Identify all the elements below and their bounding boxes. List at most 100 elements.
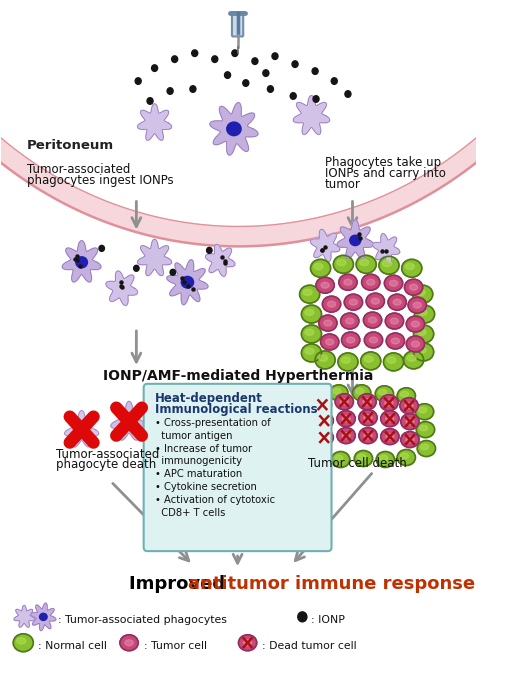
Ellipse shape xyxy=(418,309,427,316)
Ellipse shape xyxy=(315,412,333,429)
Polygon shape xyxy=(64,410,99,447)
Polygon shape xyxy=(106,271,138,306)
Ellipse shape xyxy=(413,325,434,343)
Ellipse shape xyxy=(384,353,404,371)
Ellipse shape xyxy=(335,455,343,460)
Ellipse shape xyxy=(380,455,387,460)
Ellipse shape xyxy=(76,257,87,268)
Ellipse shape xyxy=(380,395,398,411)
Ellipse shape xyxy=(342,357,350,363)
Ellipse shape xyxy=(337,411,355,427)
Ellipse shape xyxy=(320,334,339,350)
Ellipse shape xyxy=(313,397,332,412)
Ellipse shape xyxy=(305,309,314,316)
Ellipse shape xyxy=(332,452,350,468)
Ellipse shape xyxy=(407,355,416,361)
Ellipse shape xyxy=(120,635,138,651)
Ellipse shape xyxy=(400,397,418,414)
Ellipse shape xyxy=(310,260,331,277)
Ellipse shape xyxy=(360,260,369,266)
Ellipse shape xyxy=(316,277,334,293)
Ellipse shape xyxy=(419,408,427,413)
Text: tumor: tumor xyxy=(325,178,361,191)
Circle shape xyxy=(345,91,351,97)
Ellipse shape xyxy=(358,454,366,460)
Ellipse shape xyxy=(322,296,341,312)
Ellipse shape xyxy=(379,389,387,395)
Ellipse shape xyxy=(349,299,358,305)
Ellipse shape xyxy=(371,298,380,304)
Ellipse shape xyxy=(420,425,428,431)
Ellipse shape xyxy=(324,320,332,326)
Ellipse shape xyxy=(354,450,372,466)
Ellipse shape xyxy=(359,428,377,443)
Ellipse shape xyxy=(300,422,318,437)
Text: • Cytokine secretion: • Cytokine secretion xyxy=(154,483,256,492)
Circle shape xyxy=(312,68,318,74)
Ellipse shape xyxy=(318,402,327,408)
Ellipse shape xyxy=(369,337,378,343)
Polygon shape xyxy=(205,244,235,276)
Ellipse shape xyxy=(335,393,354,410)
Ellipse shape xyxy=(401,431,419,448)
Ellipse shape xyxy=(364,356,373,362)
Ellipse shape xyxy=(326,339,334,345)
Ellipse shape xyxy=(376,452,395,468)
Ellipse shape xyxy=(401,414,419,430)
Circle shape xyxy=(298,612,307,622)
Ellipse shape xyxy=(405,264,414,270)
Text: Improved: Improved xyxy=(129,575,231,593)
Circle shape xyxy=(313,96,319,102)
Ellipse shape xyxy=(359,410,377,426)
Ellipse shape xyxy=(406,316,424,332)
Ellipse shape xyxy=(393,299,401,305)
Ellipse shape xyxy=(421,444,428,450)
Ellipse shape xyxy=(227,122,241,136)
Ellipse shape xyxy=(385,313,404,329)
Text: tumor antigen: tumor antigen xyxy=(154,431,232,441)
Ellipse shape xyxy=(364,414,372,420)
Circle shape xyxy=(190,86,196,93)
Ellipse shape xyxy=(303,444,311,450)
Circle shape xyxy=(267,86,274,93)
Circle shape xyxy=(170,269,176,275)
Circle shape xyxy=(192,50,198,57)
Ellipse shape xyxy=(413,343,434,361)
Circle shape xyxy=(206,247,212,254)
Ellipse shape xyxy=(386,433,394,439)
Ellipse shape xyxy=(411,341,420,347)
Polygon shape xyxy=(293,95,330,135)
Text: : Normal cell: : Normal cell xyxy=(38,641,107,651)
Ellipse shape xyxy=(338,353,358,371)
Text: : Tumor-associated phagocytes: : Tumor-associated phagocytes xyxy=(58,615,227,625)
Ellipse shape xyxy=(387,357,396,363)
Polygon shape xyxy=(111,402,147,440)
Ellipse shape xyxy=(406,418,414,425)
Ellipse shape xyxy=(353,385,371,401)
Ellipse shape xyxy=(303,425,311,431)
Ellipse shape xyxy=(384,275,402,291)
Ellipse shape xyxy=(411,321,420,327)
Ellipse shape xyxy=(305,329,314,335)
Ellipse shape xyxy=(124,416,135,427)
Polygon shape xyxy=(62,241,101,282)
Ellipse shape xyxy=(315,430,333,445)
Circle shape xyxy=(232,50,238,57)
Ellipse shape xyxy=(300,441,318,456)
Ellipse shape xyxy=(417,347,426,354)
Ellipse shape xyxy=(17,638,26,644)
Text: immunogenicity: immunogenicity xyxy=(154,456,242,466)
Text: Phagocytes take up: Phagocytes take up xyxy=(325,155,441,169)
Ellipse shape xyxy=(337,260,346,266)
Ellipse shape xyxy=(363,312,382,328)
Ellipse shape xyxy=(386,333,405,349)
Ellipse shape xyxy=(409,284,418,290)
Ellipse shape xyxy=(125,639,133,646)
Ellipse shape xyxy=(408,297,426,313)
Text: phagocyte death: phagocyte death xyxy=(56,458,157,471)
Ellipse shape xyxy=(397,388,415,404)
Circle shape xyxy=(172,56,178,62)
Ellipse shape xyxy=(308,388,326,404)
Ellipse shape xyxy=(344,294,362,310)
Ellipse shape xyxy=(365,332,383,348)
